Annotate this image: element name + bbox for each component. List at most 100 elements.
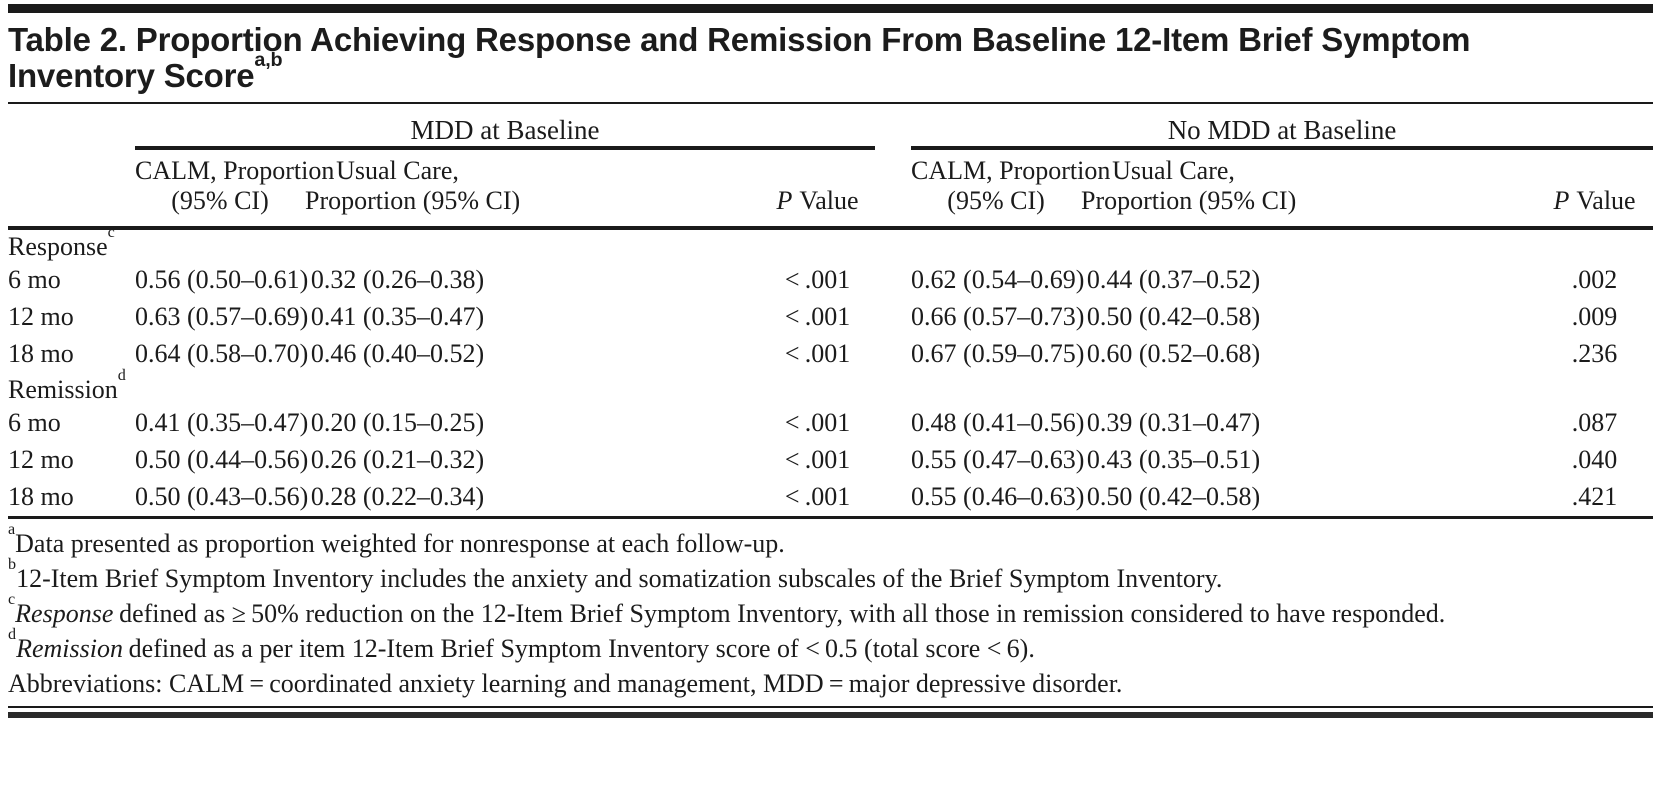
footnote-c: cResponse defined as ≥ 50% reduction on t… — [8, 592, 1468, 631]
cell-pvalue-no-mdd: .421 — [1536, 478, 1654, 519]
calm-header-line1: CALM, Proportion — [135, 155, 335, 185]
usual-header-line2: Proportion (95% CI) — [1081, 186, 1297, 216]
column-header-pvalue-no-mdd: P Value — [1536, 147, 1654, 230]
cell-gap — [875, 299, 911, 336]
cell-usual-mdd: 0.46 (0.40–0.52) — [310, 339, 485, 369]
cell-calm-no-mdd: 0.62 (0.54–0.69) — [911, 265, 1085, 295]
section-label-response: Responsec — [8, 225, 1653, 262]
cell-pvalue-no-mdd: .040 — [1571, 445, 1618, 475]
table-row: 18 mo 0.64 (0.58–0.70) 0.46 (0.40–0.52) … — [8, 336, 1653, 373]
cell-calm-no-mdd: 0.66 (0.57–0.73) — [911, 302, 1085, 332]
cell-filler — [490, 442, 760, 479]
footnote-text: Abbreviations: CALM = coordinated anxiet… — [8, 668, 1123, 698]
cell-pvalue-mdd: < .001 — [784, 445, 851, 475]
top-heavy-rule — [8, 4, 1653, 13]
cell-calm-mdd: 0.50 (0.43–0.56) — [135, 478, 308, 519]
usual-header-line1: Usual Care, — [1112, 155, 1235, 185]
cell-calm-mdd: 0.63 (0.57–0.69) — [135, 302, 309, 332]
cell-filler — [490, 262, 760, 299]
cell-usual-mdd: 0.26 (0.21–0.32) — [310, 445, 485, 475]
footnote-text: defined as ≥ 50% reduction on the 12-Ite… — [119, 598, 1446, 628]
cell-gap — [875, 442, 911, 479]
cell-pvalue-mdd: < .001 — [784, 339, 851, 369]
row-label: 12 mo — [8, 302, 74, 332]
results-table: MDD at Baseline No MDD at Baseline CALM,… — [8, 103, 1654, 519]
cell-usual-no-mdd: 0.44 (0.37–0.52) — [1086, 265, 1261, 295]
footnote-italic-term: Remission — [16, 633, 123, 663]
group-header-row: MDD at Baseline No MDD at Baseline — [8, 103, 1654, 150]
section-row-response: Responsec — [8, 225, 1653, 262]
row-label: 6 mo — [8, 265, 61, 295]
cell-calm-no-mdd: 0.48 (0.41–0.56) — [911, 408, 1085, 438]
footnote-a: aData presented as proportion weighted f… — [8, 522, 1468, 561]
section-footnote-mark: d — [117, 367, 126, 385]
footnote-mark: b — [8, 556, 17, 574]
cell-calm-mdd: 0.41 (0.35–0.47) — [135, 408, 309, 438]
bottom-thin-rule — [8, 705, 1653, 708]
section-row-remission: Remissiond — [8, 368, 1653, 405]
cell-usual-mdd: 0.20 (0.15–0.25) — [310, 408, 485, 438]
cell-usual-no-mdd: 0.39 (0.31–0.47) — [1086, 408, 1261, 438]
table-title-line2: Inventory Scorea,b — [8, 50, 1653, 95]
bottom-heavy-rule — [8, 711, 1653, 718]
column-header-filler-no-mdd — [1266, 147, 1537, 230]
table-row: 6 mo 0.56 (0.50–0.61) 0.32 (0.26–0.38) <… — [8, 262, 1653, 299]
footnote-mark: a — [8, 521, 16, 539]
cell-gap — [875, 262, 911, 299]
cell-pvalue-mdd: < .001 — [760, 478, 876, 519]
cell-usual-no-mdd: 0.60 (0.52–0.68) — [1086, 339, 1261, 369]
table-row: 6 mo 0.41 (0.35–0.47) 0.20 (0.15–0.25) <… — [8, 405, 1653, 442]
footnote-text: Data presented as proportion weighted fo… — [15, 528, 785, 558]
cell-pvalue-mdd: < .001 — [784, 265, 851, 295]
cell-calm-mdd: 0.56 (0.50–0.61) — [135, 265, 309, 295]
footnote-text: defined as a per item 12-Item Brief Symp… — [128, 633, 1035, 663]
table-row: 12 mo 0.63 (0.57–0.69) 0.41 (0.35–0.47) … — [8, 299, 1653, 336]
cell-filler — [490, 299, 760, 336]
section-label-text: Response — [8, 231, 108, 261]
column-header-gap-cell — [875, 147, 912, 230]
column-header-usual-care-no-mdd: Usual Care, Proportion (95% CI) — [1081, 147, 1297, 230]
footnote-mark: c — [8, 591, 16, 609]
column-header-filler-mdd — [490, 147, 760, 230]
p-italic: P — [776, 186, 793, 216]
cell-filler — [1266, 405, 1536, 442]
footnote-d: dRemission defined as a per item 12-Item … — [8, 627, 1468, 666]
cell-pvalue-mdd: < .001 — [784, 408, 851, 438]
group-header-mdd: MDD at Baseline — [135, 103, 876, 150]
cell-usual-mdd: 0.41 (0.35–0.47) — [310, 302, 485, 332]
column-header-calm-no-mdd: CALM, Proportion (95% CI) — [911, 147, 1110, 230]
cell-gap — [875, 405, 911, 442]
footnote-abbreviations: Abbreviations: CALM = coordinated anxiet… — [8, 666, 1468, 701]
cell-filler — [490, 336, 760, 373]
p-italic: P — [1553, 186, 1570, 216]
column-header-row: CALM, Proportion (95% CI) Usual Care, Prop… — [8, 147, 1654, 230]
table-title-footnote-marks: a,b — [254, 49, 283, 72]
cell-usual-no-mdd: 0.50 (0.42–0.58) — [1081, 478, 1267, 519]
table-footnotes: aData presented as proportion weighted f… — [8, 522, 1468, 701]
cell-pvalue-no-mdd: .002 — [1571, 265, 1618, 295]
row-label: 12 mo — [8, 445, 74, 475]
section-label-remission: Remissiond — [8, 368, 1653, 405]
column-header-pvalue-mdd: P Value — [760, 147, 876, 230]
column-header-usual-care-mdd: Usual Care, Proportion (95% CI) — [305, 147, 520, 230]
cell-usual-no-mdd: 0.50 (0.42–0.58) — [1086, 302, 1261, 332]
cell-gap — [875, 478, 912, 519]
group-gap-cell — [875, 104, 911, 148]
cell-usual-mdd: 0.32 (0.26–0.38) — [310, 265, 485, 295]
footnote-mark: d — [8, 626, 17, 644]
table-title-line2-text: Inventory Score — [8, 57, 255, 95]
table-row: 18 mo 0.50 (0.43–0.56) 0.28 (0.22–0.34) … — [8, 478, 1654, 519]
calm-header-line2: (95% CI) — [947, 186, 1045, 216]
cell-filler — [1266, 442, 1536, 479]
row-label: 18 mo — [8, 339, 74, 369]
footnote-italic-term: Response — [15, 598, 114, 628]
cell-calm-no-mdd: 0.55 (0.47–0.63) — [911, 445, 1085, 475]
cell-pvalue-no-mdd: .236 — [1571, 339, 1618, 369]
calm-header-line2: (95% CI) — [171, 186, 269, 216]
cell-pvalue-no-mdd: .009 — [1571, 302, 1618, 332]
usual-header-line1: Usual Care, — [336, 155, 459, 185]
row-label: 6 mo — [8, 408, 61, 438]
cell-calm-no-mdd: 0.67 (0.59–0.75) — [911, 339, 1085, 369]
section-footnote-mark: c — [107, 224, 115, 242]
